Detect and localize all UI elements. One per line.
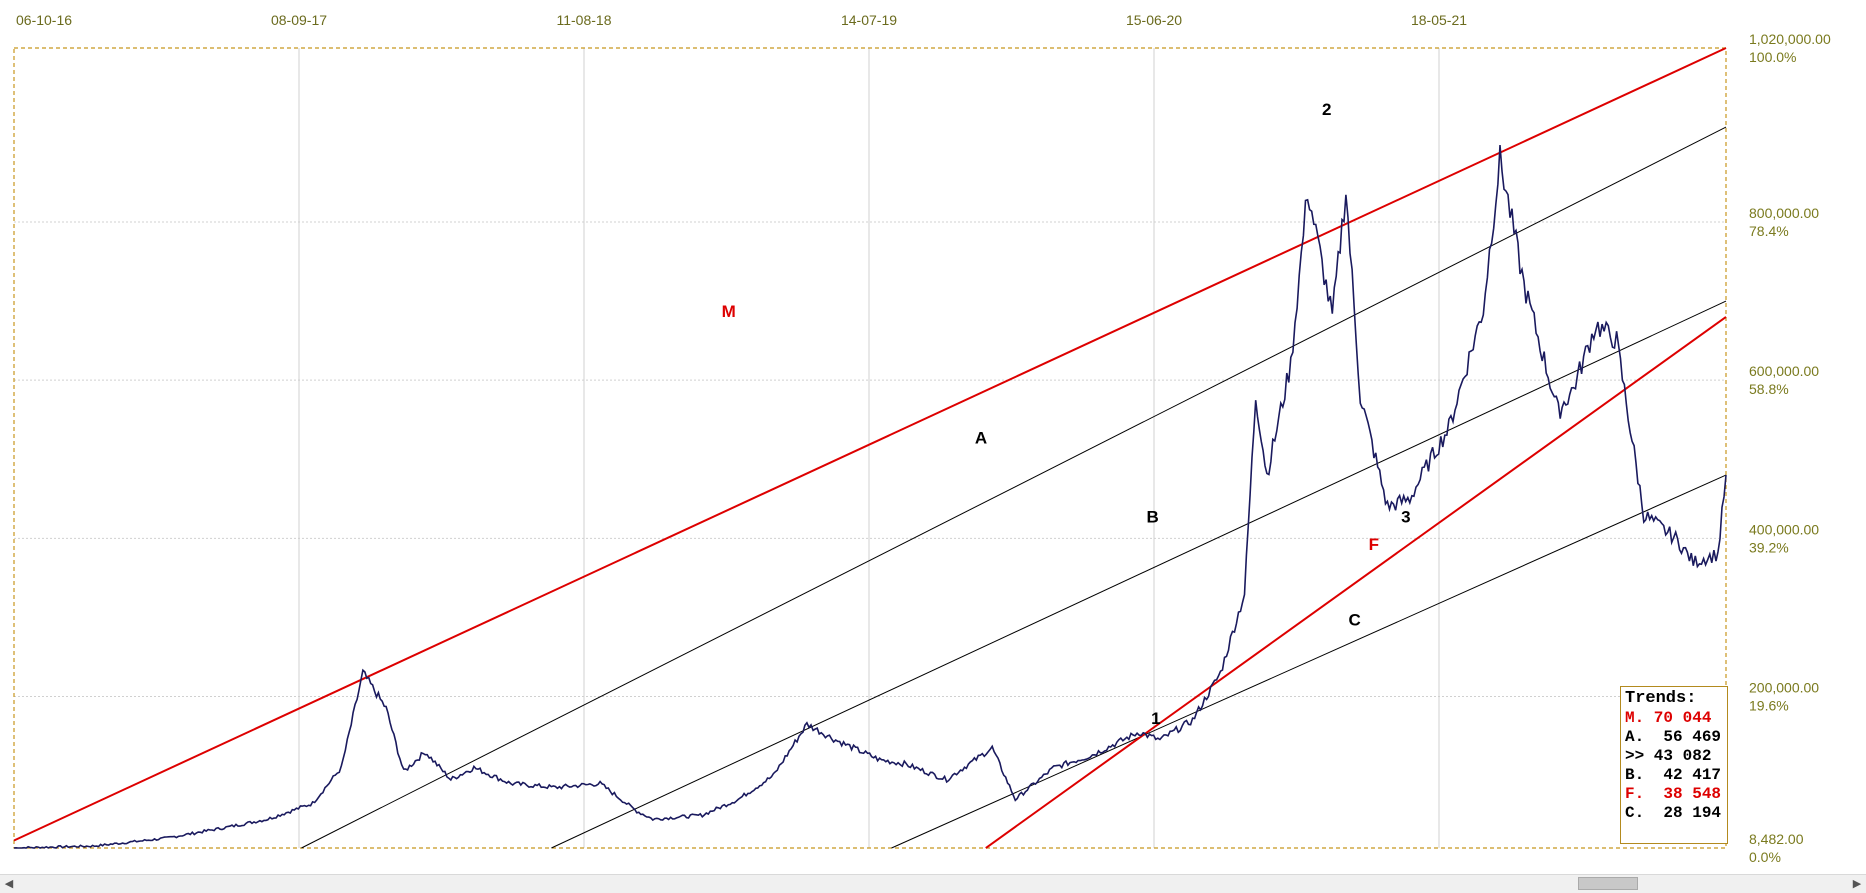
legend-entry: C. 28 194 xyxy=(1625,804,1722,822)
x-tick-label: 15-06-20 xyxy=(1126,12,1182,28)
annotations: M A B F C 1 2 3 xyxy=(722,100,1411,728)
annotation-label-1: 1 xyxy=(1151,709,1160,728)
y-tick-label: 1,020,000.00 xyxy=(1749,31,1831,47)
legend-entry: A. 56 469 xyxy=(1625,728,1722,746)
y-tick-label: 400,000.00 xyxy=(1749,521,1819,537)
y-percent-label: 0.0% xyxy=(1749,849,1781,865)
annotation-label-3: 3 xyxy=(1401,508,1410,527)
grid-lines xyxy=(14,48,1726,848)
x-tick-label: 06-10-16 xyxy=(16,12,72,28)
trend-line-B xyxy=(551,300,1727,849)
x-axis-tick-labels: 06-10-16 08-09-17 11-08-18 14-07-19 15-06-20… xyxy=(16,12,1467,28)
trend-line-M xyxy=(13,47,1727,842)
y-tick-label: 800,000.00 xyxy=(1749,205,1819,221)
y-percent-label: 100.0% xyxy=(1749,49,1796,65)
legend-entry: M. 70 044 xyxy=(1625,709,1712,727)
x-tick-label: 11-08-18 xyxy=(556,12,611,28)
annotation-label-F: F xyxy=(1369,535,1379,554)
price-series xyxy=(13,144,1727,849)
trends-legend: Trends: M. 70 044 A. 56 469 >> 43 082 B. 42… xyxy=(1620,686,1728,844)
horizontal-scrollbar[interactable]: ◀ ▶ xyxy=(0,874,1866,893)
annotation-label-M: M xyxy=(722,302,736,321)
trend-line-C xyxy=(891,474,1727,849)
trend-line-A xyxy=(301,126,1727,849)
y-axis-tick-labels: 1,020,000.00 100.0% 800,000.00 78.4% 600,000… xyxy=(1749,31,1831,865)
legend-entries: M. 70 044 A. 56 469 >> 43 082 B. 42 417 F. 3… xyxy=(1621,709,1727,823)
legend-title: Trends: xyxy=(1625,689,1697,708)
annotation-label-C: C xyxy=(1349,610,1361,629)
trend-line-F xyxy=(985,316,1727,849)
x-tick-label: 18-05-21 xyxy=(1411,12,1467,28)
scroll-thumb[interactable] xyxy=(1578,877,1638,890)
y-percent-label: 58.8% xyxy=(1749,381,1789,397)
x-tick-label: 08-09-17 xyxy=(271,12,327,28)
y-percent-label: 19.6% xyxy=(1749,698,1789,714)
annotation-label-2: 2 xyxy=(1322,100,1331,119)
scroll-left-arrow-icon[interactable]: ◀ xyxy=(4,878,14,890)
y-tick-label: 200,000.00 xyxy=(1749,680,1819,696)
price-line xyxy=(13,144,1727,849)
y-percent-label: 39.2% xyxy=(1749,539,1789,555)
annotation-label-A: A xyxy=(975,428,987,447)
trend-lines xyxy=(13,47,1727,849)
legend-entry: >> 43 082 xyxy=(1625,747,1712,765)
y-tick-label: 8,482.00 xyxy=(1749,831,1804,847)
scroll-right-arrow-icon[interactable]: ▶ xyxy=(1852,878,1862,890)
annotation-label-B: B xyxy=(1147,508,1159,527)
price-chart: 06-10-16 08-09-17 11-08-18 14-07-19 15-06-20… xyxy=(13,12,1831,865)
legend-entry: B. 42 417 xyxy=(1625,766,1722,784)
y-tick-label: 600,000.00 xyxy=(1749,363,1819,379)
y-percent-label: 78.4% xyxy=(1749,223,1789,239)
plot-frame xyxy=(13,47,1727,849)
legend-entry: F. 38 548 xyxy=(1625,785,1722,803)
x-tick-label: 14-07-19 xyxy=(841,12,897,28)
